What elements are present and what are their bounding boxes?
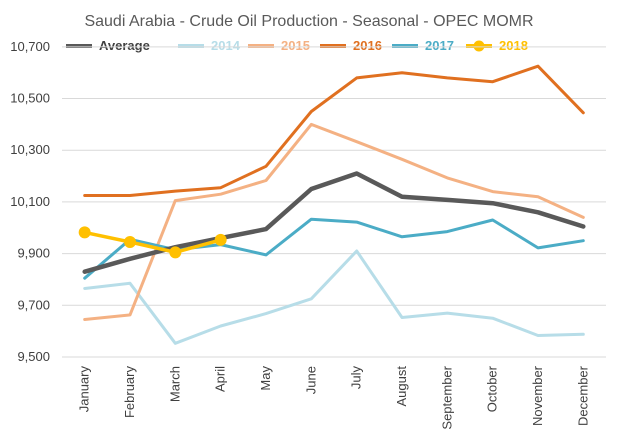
chart-title: Saudi Arabia - Crude Oil Production - Se… — [84, 13, 533, 30]
y-tick-label: 9,900 — [17, 246, 50, 261]
series-line — [82, 171, 586, 274]
x-tick-label: July — [349, 366, 364, 390]
y-tick-label: 10,100 — [10, 194, 50, 209]
y-tick-label: 10,700 — [10, 39, 50, 54]
x-tick-label: September — [439, 365, 454, 429]
data-point — [169, 246, 182, 259]
x-tick-label: November — [530, 365, 545, 426]
series-2018 — [78, 226, 227, 259]
x-tick-label: June — [303, 366, 318, 394]
y-axis: 9,500 9,700 9,900 10,100 10,300 10,500 10,700 — [10, 39, 50, 364]
x-tick-label: January — [77, 366, 92, 413]
data-point — [78, 226, 91, 239]
data-point — [214, 233, 227, 246]
data-point — [124, 235, 136, 248]
x-tick-label: May — [258, 366, 273, 391]
x-tick-label: August — [394, 366, 409, 407]
legend-label: 2016 — [353, 38, 382, 53]
series-2015 — [83, 122, 585, 321]
x-tick-label: December — [575, 365, 590, 426]
legend-label: 2015 — [281, 38, 310, 53]
y-tick-label: 9,700 — [17, 297, 50, 312]
y-tick-label: 10,500 — [10, 91, 50, 106]
legend-label: 2014 — [211, 38, 241, 53]
series-line — [83, 64, 585, 197]
x-tick-label: February — [122, 366, 137, 419]
x-tick-label: April — [213, 366, 228, 392]
series-line — [83, 122, 585, 321]
y-tick-label: 9,500 — [17, 349, 50, 364]
series-average — [82, 171, 586, 274]
x-tick-label: October — [485, 365, 500, 412]
series-line — [83, 249, 585, 345]
legend-marker — [473, 40, 485, 52]
plot-area — [78, 64, 586, 345]
legend-label: 2017 — [425, 38, 454, 53]
legend-label: 2018 — [499, 38, 528, 53]
gridlines — [62, 46, 606, 358]
y-tick-label: 10,300 — [10, 142, 50, 157]
series-line — [82, 230, 223, 255]
legend: Average 2014 2015 2016 2017 2018 — [66, 38, 528, 53]
series-2014 — [83, 249, 585, 345]
x-tick-label: March — [167, 366, 182, 402]
series-2016 — [83, 64, 585, 197]
x-axis: January February March April May June July Augu… — [77, 365, 591, 429]
legend-label: Average — [99, 38, 150, 53]
